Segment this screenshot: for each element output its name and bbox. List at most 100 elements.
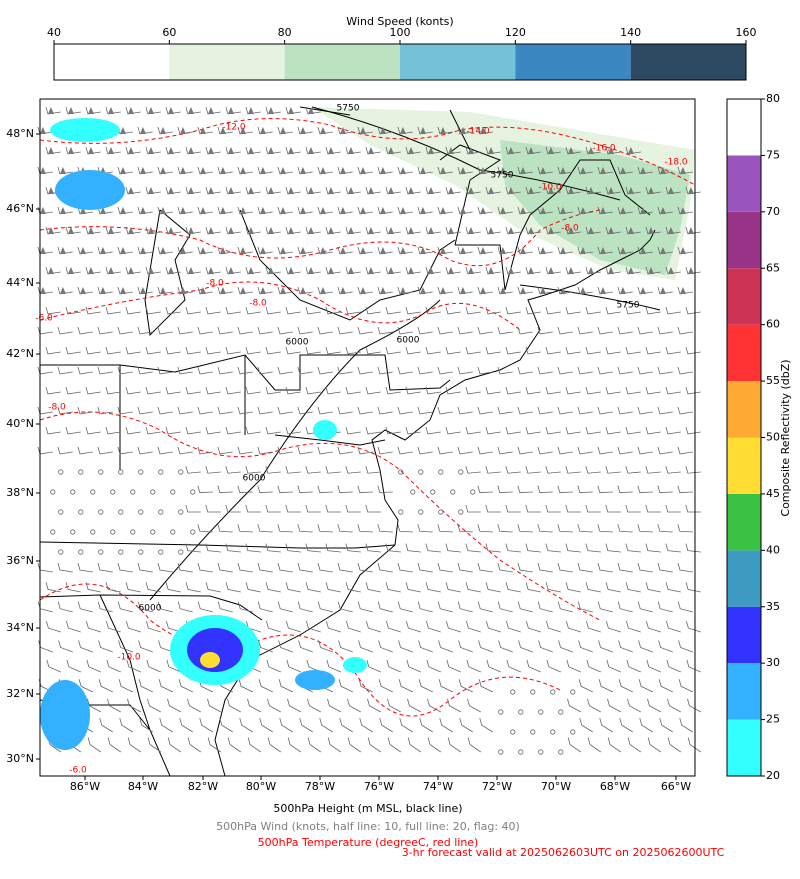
wind-barb: [65, 582, 81, 593]
calm-wind: [110, 489, 116, 495]
wind-barb-flag: [227, 146, 234, 154]
wind-barb: [477, 406, 493, 415]
wind-barb-flag: [607, 266, 614, 274]
wind-barb: [265, 426, 281, 435]
wind-barb-flag: [127, 226, 134, 234]
wind-barb: [477, 524, 493, 533]
wind-barb: [247, 737, 262, 753]
wind-barb: [385, 346, 401, 355]
wind-barb: [437, 406, 453, 415]
calm-wind: [558, 749, 564, 755]
wind-barb: [125, 266, 141, 275]
wind-barb: [617, 524, 633, 533]
wind-barb: [665, 266, 681, 275]
wind-barb-flag: [179, 286, 186, 294]
wind-barb: [217, 406, 233, 415]
wind-barb: [677, 601, 693, 613]
wind-barb: [545, 226, 561, 235]
wind-barb: [498, 640, 513, 653]
wind-barb: [625, 346, 641, 355]
reflectivity-tick-label: 55: [766, 374, 780, 387]
calm-wind: [138, 549, 144, 555]
wind-barb: [485, 186, 501, 195]
temperature-contour-label: -12.0: [222, 123, 246, 133]
wind-barb: [458, 640, 473, 653]
wind-barb-flag: [427, 186, 434, 194]
wind-barb: [117, 366, 133, 375]
wind-barb: [677, 446, 693, 455]
wind-barb: [105, 146, 121, 155]
wind-barb: [677, 406, 693, 415]
wind-barb-flag: [379, 206, 386, 214]
wind-barb: [437, 562, 453, 573]
wind-barb: [277, 126, 293, 135]
wind-barb: [45, 226, 61, 235]
caption-temperature: 500hPa Temperature (degreeC, red line): [258, 836, 479, 849]
wind-barb: [438, 640, 453, 653]
wind-barb: [365, 346, 381, 355]
wind-barb-flag: [499, 246, 506, 254]
wind-barb-flag: [327, 266, 334, 274]
wind-barb: [165, 386, 181, 395]
wind-barb: [465, 346, 481, 355]
wind-barb: [138, 679, 153, 693]
reflectivity-tick-label: 45: [766, 487, 780, 500]
wind-barb: [86, 620, 101, 633]
lon-label: 76°W: [364, 780, 394, 793]
wind-barb: [407, 698, 421, 713]
wind-barb-flag: [59, 166, 66, 174]
wind-barb: [437, 326, 453, 335]
wind-barb-flag: [459, 246, 466, 254]
wind-barb: [225, 306, 241, 315]
wind-barb: [197, 562, 213, 573]
calm-wind: [530, 729, 536, 735]
wind-barb: [667, 737, 682, 753]
wind-barb: [265, 504, 281, 513]
wind-barb: [167, 698, 181, 713]
wind-barb: [397, 246, 413, 255]
calm-wind: [498, 749, 504, 755]
wind-barb-flag: [219, 286, 226, 294]
wind-barb: [217, 446, 233, 455]
wind-barb: [485, 504, 501, 513]
wind-barb: [145, 306, 161, 315]
wind-barb: [447, 698, 461, 713]
wind-barb: [386, 620, 401, 633]
wind-barb: [365, 426, 381, 435]
calm-wind: [90, 529, 96, 535]
wind-barb-flag: [439, 166, 446, 174]
wind-barb: [97, 366, 113, 375]
calm-wind: [170, 529, 176, 535]
wind-barb-flag: [519, 286, 526, 294]
wind-barb: [525, 186, 541, 195]
calm-wind: [78, 469, 84, 475]
wind-barb: [565, 346, 581, 355]
wind-barb: [157, 562, 173, 573]
wind-barb: [557, 246, 573, 255]
wind-barb: [166, 620, 181, 633]
wind-barb-flag: [479, 206, 486, 214]
wind-barb: [357, 246, 373, 255]
wind-barb: [397, 206, 413, 215]
calm-wind: [458, 469, 464, 475]
wind-barb: [339, 718, 354, 733]
wind-barb-flag: [627, 226, 634, 234]
wind-barb: [385, 582, 401, 593]
wind-barb: [665, 466, 681, 474]
wind-barb: [317, 366, 333, 375]
wind-barb-flag: [339, 126, 346, 134]
reflectivity-tick-label: 40: [766, 543, 780, 556]
wind-barb-flag: [299, 166, 306, 174]
wind-barb: [405, 386, 421, 395]
wind-barb: [117, 601, 133, 613]
wind-barb: [285, 106, 301, 115]
temperature-contours: [39, 118, 696, 717]
wind-barb: [217, 126, 233, 135]
wind-barb-flag: [319, 166, 326, 174]
wind-tick-label: 100: [390, 26, 411, 39]
wind-barb: [497, 286, 513, 295]
wind-barb-flag: [187, 106, 194, 114]
wind-barb: [359, 718, 374, 733]
wind-barb: [658, 679, 673, 693]
